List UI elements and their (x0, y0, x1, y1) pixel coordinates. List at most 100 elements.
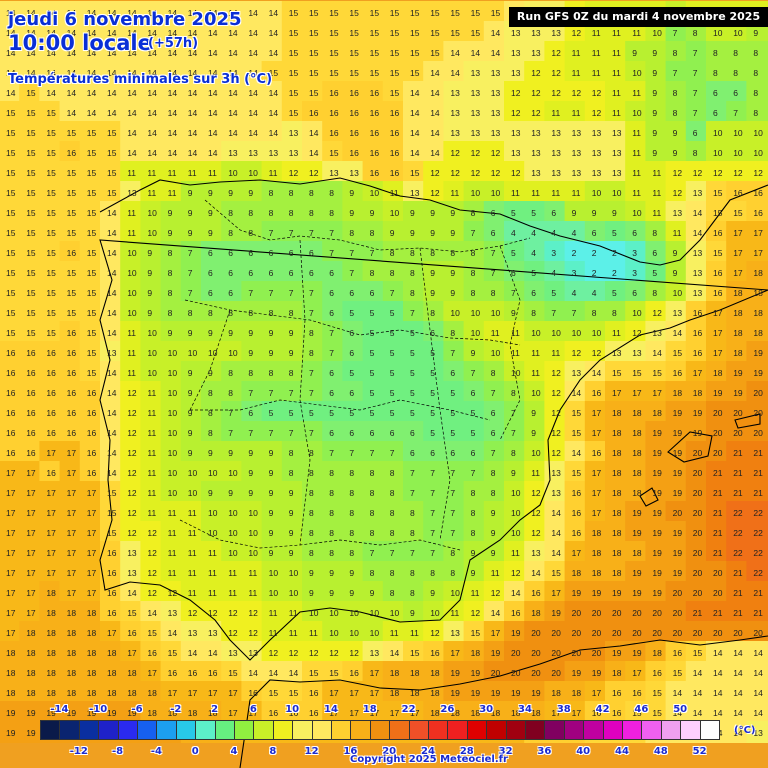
temperature-value: 19 (652, 548, 662, 558)
legend-swatch (680, 720, 701, 740)
temperature-value: 20 (693, 588, 703, 598)
temperature-cell (382, 81, 405, 103)
temperature-value: 20 (693, 488, 703, 498)
temperature-value: 22 (733, 528, 743, 538)
temperature-value: 14 (208, 128, 218, 138)
temperature-value: 15 (713, 208, 723, 218)
temperature-cell (685, 81, 708, 103)
temperature-cell (160, 101, 183, 123)
temperature-value: 17 (127, 648, 137, 658)
temperature-value: 17 (693, 368, 703, 378)
temperature-cell (120, 41, 143, 63)
temperature-value: 10 (632, 208, 642, 218)
temperature-value: 14 (208, 148, 218, 158)
temperature-value: 7 (572, 308, 577, 318)
temperature-value: 11 (269, 168, 278, 178)
temperature-value: 16 (67, 348, 77, 358)
temperature-value: 14 (168, 128, 178, 138)
temperature-value: 7 (289, 288, 294, 298)
temperature-value: 14 (269, 88, 279, 98)
temperature-cell (584, 61, 607, 83)
temperature-value: 9 (188, 188, 193, 198)
temperature-value: 15 (450, 28, 460, 38)
temperature-value: 13 (491, 68, 501, 78)
temperature-value: 17 (87, 548, 97, 558)
temperature-value: 13 (471, 68, 481, 78)
temperature-value: 18 (26, 648, 36, 658)
temperature-value: 14 (188, 128, 198, 138)
temperature-value: 12 (511, 168, 521, 178)
temperature-cell (241, 61, 264, 83)
temperature-value: 15 (87, 248, 97, 258)
temperature-value: 12 (147, 568, 157, 578)
legend-label-top: 30 (471, 704, 501, 715)
legend-label-top: -2 (161, 704, 191, 715)
temperature-value: 10 (612, 188, 622, 198)
temperature-cell (423, 1, 446, 23)
temperature-value: 5 (511, 248, 516, 258)
temperature-cell (382, 41, 405, 63)
temperature-value: 7 (693, 68, 698, 78)
temperature-value: 10 (349, 608, 359, 618)
temperature-value: 8 (471, 288, 476, 298)
temperature-value: 10 (168, 348, 178, 358)
temperature-value: 16 (248, 688, 258, 698)
temperature-value: 11 (632, 88, 641, 98)
temperature-value: 12 (693, 168, 703, 178)
temperature-value: 16 (693, 348, 703, 358)
temperature-value: 15 (67, 228, 77, 238)
temperature-value: 6 (228, 248, 233, 258)
temperature-value: 14 (127, 128, 137, 138)
temperature-cell (342, 21, 365, 43)
temperature-value: 15 (6, 208, 16, 218)
temperature-cell (302, 41, 325, 63)
temperature-value: 14 (188, 648, 198, 658)
temperature-cell (362, 101, 385, 123)
temperature-value: 11 (652, 188, 661, 198)
legend-label-top: -6 (122, 704, 152, 715)
temperature-value: 14 (188, 108, 198, 118)
temperature-value: 9 (168, 208, 173, 218)
temperature-value: 18 (410, 668, 420, 678)
temperature-value: 10 (127, 308, 137, 318)
temperature-cell (645, 41, 668, 63)
temperature-value: 7 (511, 408, 516, 418)
temperature-value: 8 (450, 548, 455, 558)
temperature-value: 13 (673, 208, 683, 218)
temperature-value: 10 (127, 248, 137, 258)
temperature-value: 8 (430, 248, 435, 258)
temperature-value: 7 (329, 328, 334, 338)
temperature-value: 16 (87, 428, 97, 438)
temperature-value: 16 (572, 508, 582, 518)
legend-label-top: 10 (277, 704, 307, 715)
temperature-value: 8 (511, 388, 516, 398)
temperature-value: 20 (673, 588, 683, 598)
temperature-value: 15 (551, 568, 561, 578)
temperature-value: 20 (753, 408, 763, 418)
temperature-value: 18 (592, 548, 602, 558)
temperature-value: 16 (713, 268, 723, 278)
temperature-value: 14 (107, 428, 117, 438)
temperature-value: 14 (127, 588, 137, 598)
temperature-value: 17 (26, 608, 36, 618)
temperature-value: 7 (309, 228, 314, 238)
temperature-value: 10 (632, 308, 642, 318)
temperature-cell (201, 41, 224, 63)
temperature-value: 9 (269, 548, 274, 558)
temperature-value: 21 (753, 448, 763, 458)
temperature-value: 10 (208, 348, 218, 358)
temperature-value: 15 (6, 128, 16, 138)
temperature-value: 16 (531, 588, 541, 598)
temperature-cell (241, 101, 264, 123)
temperature-value: 18 (87, 648, 97, 658)
temperature-value: 18 (612, 548, 622, 558)
temperature-cell (382, 101, 405, 123)
temperature-value: 13 (228, 148, 238, 158)
temperature-value: 16 (26, 428, 36, 438)
temperature-value: 9 (208, 228, 213, 238)
temperature-value: 10 (228, 508, 238, 518)
temperature-value: 10 (168, 368, 178, 378)
temperature-value: 18 (46, 608, 56, 618)
temperature-cell (160, 61, 183, 83)
